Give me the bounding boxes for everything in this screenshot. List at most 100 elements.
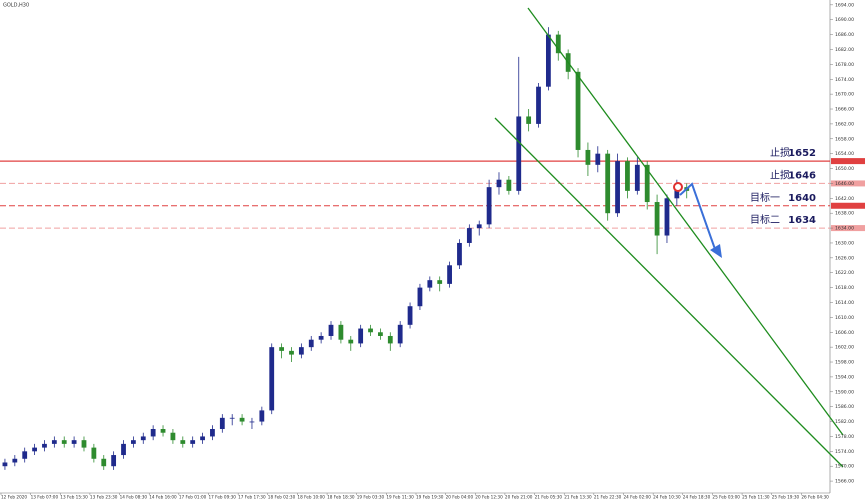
y-tick-label: 1670.00 bbox=[835, 92, 854, 98]
x-tick-label: 14 Feb 08:30 bbox=[120, 495, 148, 500]
x-tick-label: 20 Feb 04:00 bbox=[446, 495, 474, 500]
candle-body bbox=[575, 71, 581, 150]
forecast-arrow bbox=[679, 182, 717, 253]
x-tick-label: 24 Feb 10:30 bbox=[653, 495, 681, 500]
candle-body bbox=[506, 179, 512, 191]
candle-body bbox=[437, 280, 443, 284]
x-tick-label: 13 Feb 23:30 bbox=[90, 495, 118, 500]
level-badge bbox=[831, 225, 865, 232]
candle-body bbox=[644, 164, 650, 203]
x-tick-label: 19 Feb 11:30 bbox=[386, 495, 414, 500]
x-tick-label: 26 Feb 04:30 bbox=[801, 495, 829, 500]
candle-body bbox=[259, 410, 265, 422]
candle-body bbox=[32, 447, 37, 452]
chart-title: GOLD,H30 bbox=[3, 3, 29, 9]
x-tick-label: 21 Feb 22:30 bbox=[594, 495, 622, 500]
y-tick-label: 1566.00 bbox=[835, 479, 854, 485]
candle-body bbox=[486, 187, 492, 225]
x-tick-label: 17 Feb 17:30 bbox=[238, 495, 266, 500]
y-tick-label: 1606.00 bbox=[835, 330, 854, 336]
x-tick-label: 13 Feb 07:00 bbox=[31, 495, 59, 500]
candle-body bbox=[516, 116, 522, 191]
y-tick-label: 1694.00 bbox=[835, 2, 854, 8]
y-tick-label: 1646.00 bbox=[835, 181, 854, 187]
y-tick-label: 1682.00 bbox=[835, 47, 854, 53]
candles bbox=[2, 27, 690, 470]
arrow-head bbox=[710, 244, 722, 258]
candle-body bbox=[417, 287, 423, 307]
candle-body bbox=[318, 335, 324, 340]
x-tick-label: 12 Feb 2020 bbox=[1, 495, 27, 500]
y-tick-label: 1686.00 bbox=[835, 32, 854, 38]
candle-body bbox=[427, 280, 433, 288]
candle-body bbox=[150, 429, 156, 437]
y-tick-label: 1622.00 bbox=[835, 270, 854, 276]
y-tick-label: 1662.00 bbox=[835, 121, 854, 127]
candle-body bbox=[634, 164, 640, 191]
y-tick-label: 1634.00 bbox=[835, 226, 854, 232]
candle-body bbox=[664, 198, 670, 236]
y-tick-label: 1678.00 bbox=[835, 62, 854, 68]
candle-body bbox=[71, 440, 77, 444]
entry-marker bbox=[673, 182, 683, 192]
candle-body bbox=[447, 265, 452, 284]
y-tick-label: 1570.00 bbox=[835, 464, 854, 470]
x-tick-label: 13 Feb 15:30 bbox=[60, 495, 88, 500]
candle-body bbox=[289, 350, 294, 355]
x-tick-label: 24 Feb 02:00 bbox=[624, 495, 652, 500]
candle-body bbox=[170, 432, 176, 441]
candle-body bbox=[140, 436, 146, 441]
candle-body bbox=[190, 440, 196, 444]
x-tick-label: 18 Feb 10:00 bbox=[297, 495, 325, 500]
x-tick-label: 17 Feb 09:30 bbox=[209, 495, 237, 500]
candle-body bbox=[200, 436, 205, 441]
level-value: 1652 bbox=[788, 148, 816, 159]
candle-body bbox=[378, 332, 383, 336]
candle-body bbox=[526, 116, 532, 124]
y-tick-label: 1666.00 bbox=[835, 107, 854, 113]
candle-body bbox=[210, 429, 215, 437]
y-tick-label: 1602.00 bbox=[835, 345, 854, 351]
x-tick-label: 18 Feb 02:30 bbox=[268, 495, 296, 500]
x-tick-label: 19 Feb 19:30 bbox=[416, 495, 444, 500]
candle-body bbox=[496, 179, 502, 188]
candle-body bbox=[476, 224, 482, 229]
level-name: 止损 bbox=[770, 146, 790, 159]
candle-body bbox=[387, 335, 393, 344]
y-tick-label: 1598.00 bbox=[835, 360, 854, 366]
candle-body bbox=[585, 149, 591, 165]
candle-body bbox=[536, 86, 541, 124]
y-tick-label: 1578.00 bbox=[835, 434, 854, 440]
candle-body bbox=[61, 440, 67, 444]
candle-body bbox=[358, 328, 364, 344]
candle-body bbox=[368, 328, 373, 333]
x-tick-label: 20 Feb 12:30 bbox=[475, 495, 503, 500]
candle-body bbox=[22, 451, 28, 459]
level-value: 1646 bbox=[788, 170, 816, 181]
candle-body bbox=[545, 34, 551, 87]
candle-body bbox=[219, 417, 225, 430]
level-name: 目标一 bbox=[750, 192, 780, 204]
x-tick-label: 21 Feb 05:30 bbox=[535, 495, 563, 500]
level-badge bbox=[831, 202, 865, 209]
x-tick-label: 18 Feb 18:30 bbox=[327, 495, 355, 500]
candle-body bbox=[130, 440, 136, 444]
x-tick-label: 21 Feb 13:30 bbox=[564, 495, 592, 500]
y-tick-label: 1630.00 bbox=[835, 240, 854, 246]
candle-body bbox=[397, 324, 403, 344]
x-tick-label: 25 Feb 03:00 bbox=[712, 495, 740, 500]
candle-body bbox=[2, 462, 8, 467]
candle-body bbox=[42, 443, 47, 448]
x-tick-label: 25 Feb 11:30 bbox=[742, 495, 770, 500]
y-tick-label: 1642.00 bbox=[835, 196, 854, 202]
candle-body bbox=[615, 161, 620, 214]
x-tick-label: 20 Feb 21:00 bbox=[505, 495, 533, 500]
candle-body bbox=[605, 153, 611, 214]
y-tick-label: 1574.00 bbox=[835, 449, 854, 455]
candle-body bbox=[466, 228, 472, 243]
candle-body bbox=[160, 429, 166, 433]
y-tick-label: 1626.00 bbox=[835, 255, 854, 261]
candle-body bbox=[328, 324, 334, 336]
level-name: 目标二 bbox=[750, 214, 780, 226]
